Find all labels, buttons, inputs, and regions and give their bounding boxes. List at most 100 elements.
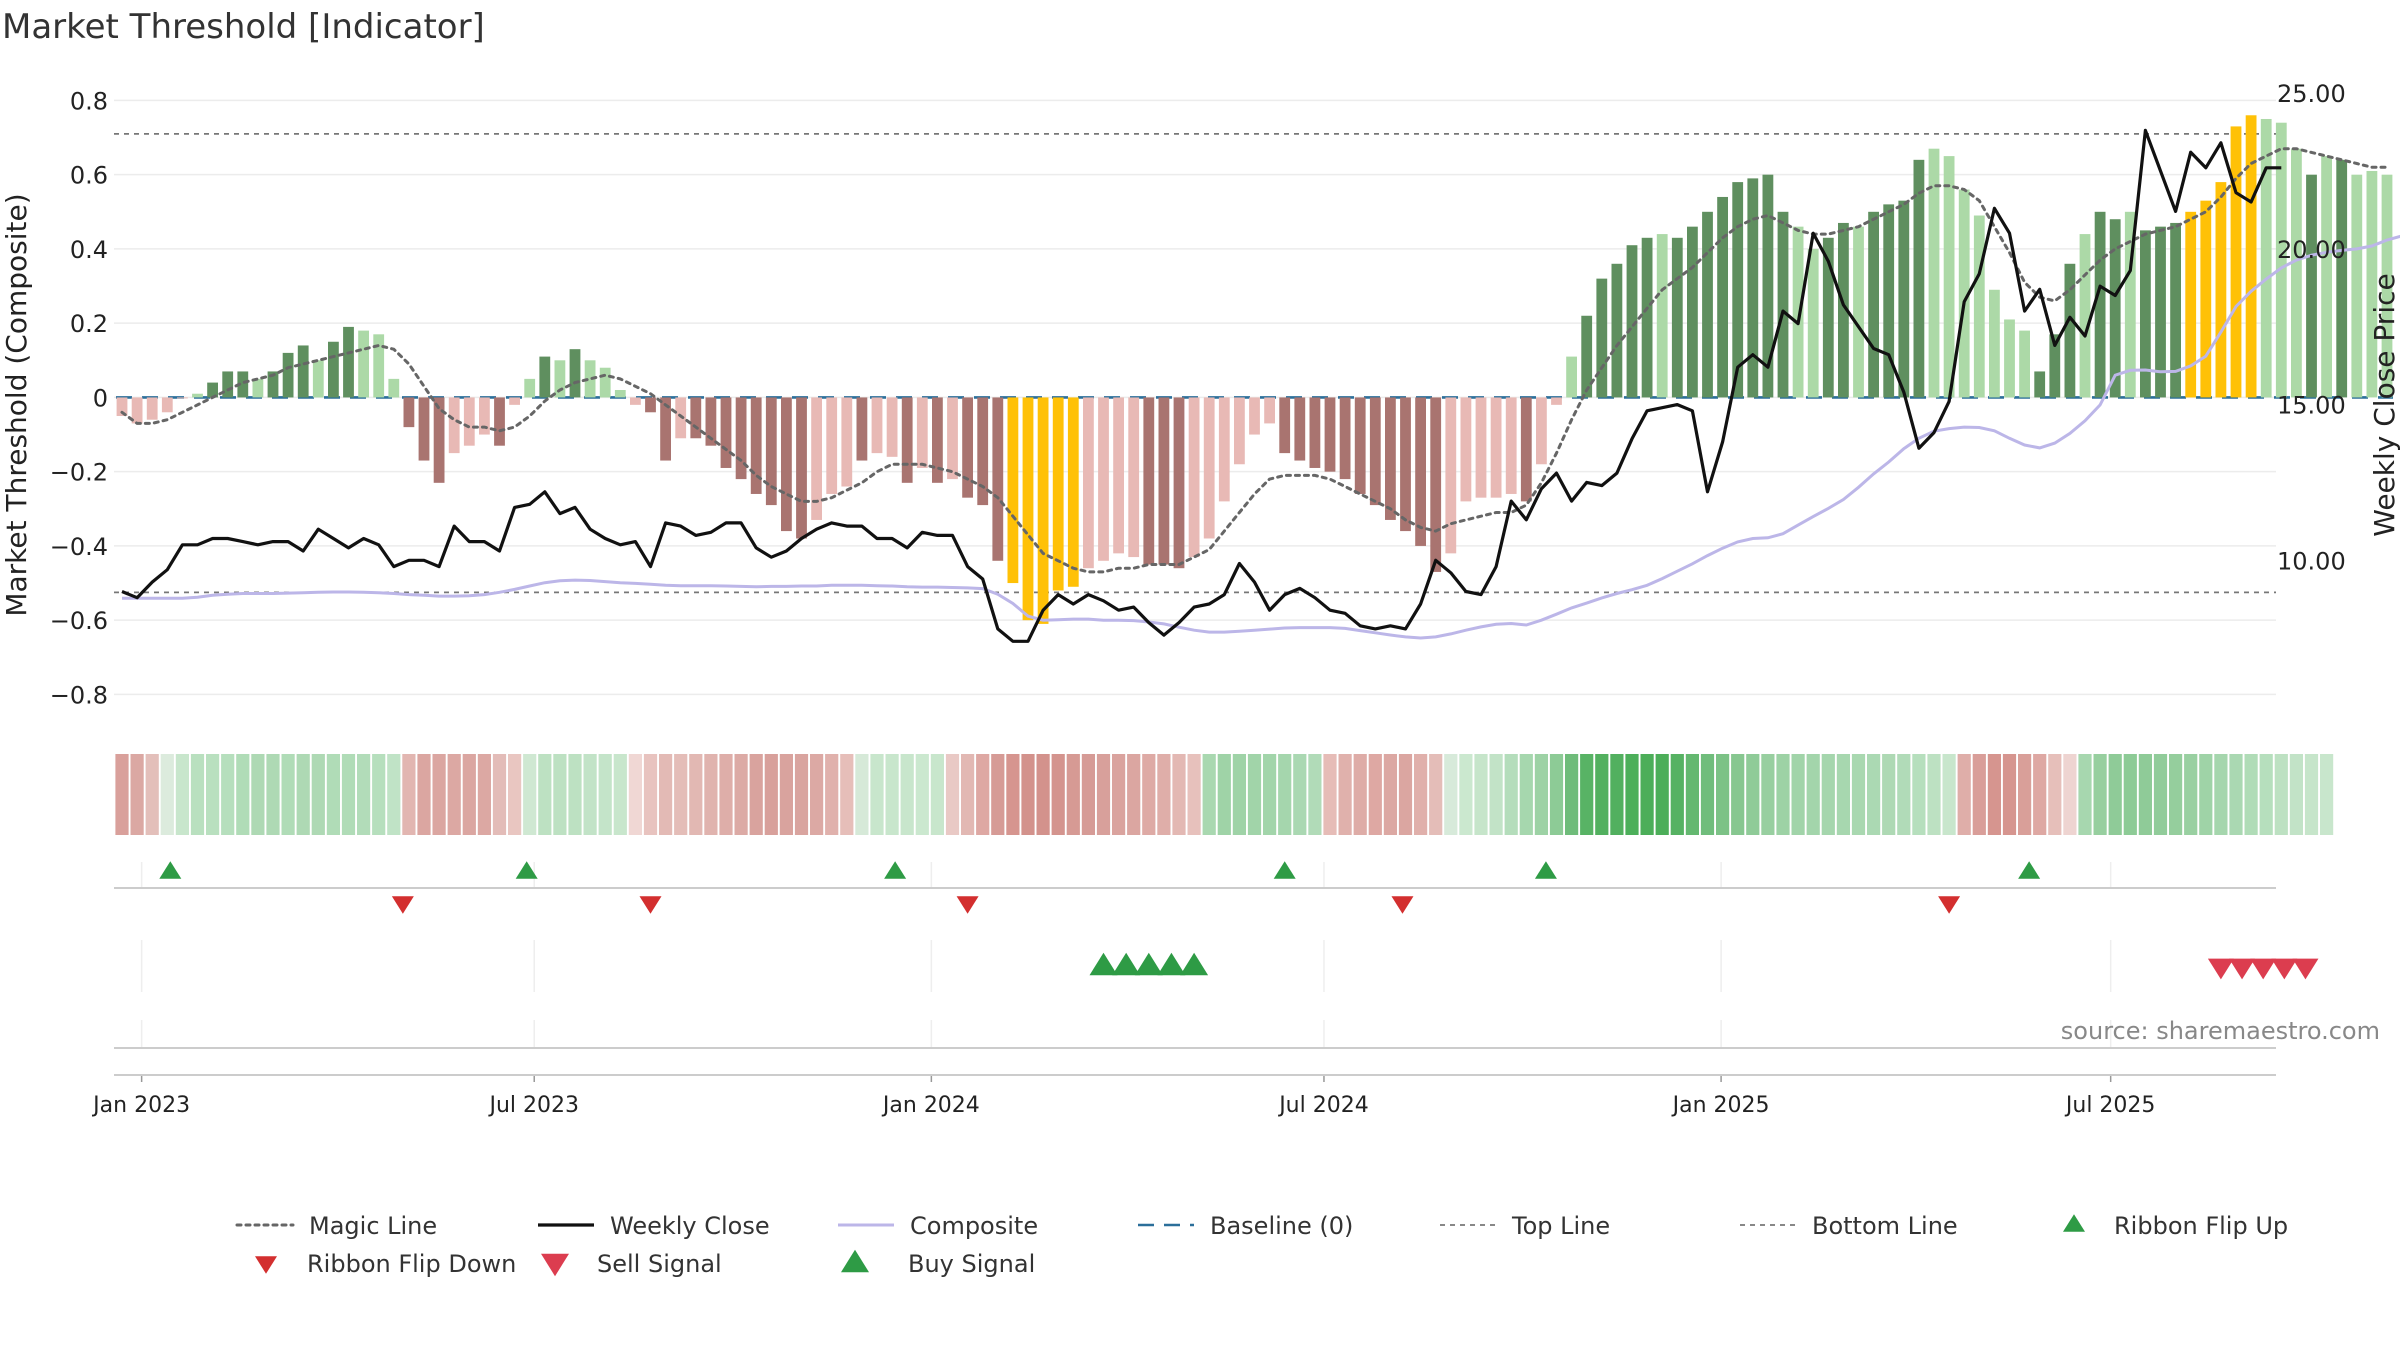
ribbon-flip-up-marker	[884, 861, 907, 879]
left-tick-label: 0	[93, 384, 108, 412]
x-tick-label: Jul 2025	[2064, 1093, 2156, 1118]
histogram-bar	[161, 397, 173, 413]
histogram-bar	[146, 397, 158, 420]
chart-title: Market Threshold [Indicator]	[2, 7, 485, 47]
buy-signal-marker	[1112, 952, 1141, 976]
sell-signal-marker	[2292, 958, 2319, 980]
sell-signal-marker	[2207, 958, 2234, 980]
histogram-bar	[1007, 397, 1019, 584]
ribbon-cell	[810, 754, 824, 835]
histogram-bar	[1566, 356, 1577, 398]
ribbon-cell	[1383, 754, 1397, 835]
ribbon-cell	[1942, 754, 1956, 835]
histogram-bar	[2381, 174, 2393, 398]
ribbon-cell	[523, 754, 537, 835]
ribbon-cell	[553, 754, 567, 835]
histogram-bar	[177, 397, 188, 399]
ribbon-cell	[1957, 754, 1971, 835]
ribbon-cell	[689, 754, 703, 835]
histogram-bar	[645, 397, 656, 413]
histogram-bar	[1083, 397, 1094, 569]
right-tick-label: 25.00	[2277, 80, 2346, 108]
ribbon-cell	[1912, 754, 1926, 835]
histogram-bar	[1218, 397, 1230, 502]
legend-item: Buy Signal	[841, 1249, 1035, 1278]
ribbon-cell	[1565, 754, 1579, 835]
histogram-bar	[811, 397, 822, 520]
ribbon-cell	[1066, 754, 1080, 835]
legend-label: Baseline (0)	[1210, 1212, 1353, 1240]
ribbon-cell	[583, 754, 597, 835]
histogram-bar	[494, 397, 505, 446]
histogram-bar	[660, 397, 671, 461]
ribbon-flip-up-marker	[1534, 861, 1557, 879]
legend-item: Ribbon Flip Up	[2063, 1212, 2288, 1240]
ribbon-cell	[1519, 754, 1533, 835]
left-tick-label: 0.4	[70, 236, 108, 264]
histogram-bars	[116, 115, 2393, 624]
ribbon-cell	[674, 754, 688, 835]
histogram-bar	[1732, 182, 1744, 398]
ribbon-cell	[115, 754, 129, 835]
ribbon-cell	[764, 754, 778, 835]
ribbon-cell	[961, 754, 975, 835]
ribbon-cell	[1323, 754, 1337, 835]
ribbon-cell	[462, 754, 476, 835]
ribbon-cell	[2259, 754, 2273, 835]
ribbon-cell	[2033, 754, 2047, 835]
ribbon-cell	[2093, 754, 2107, 835]
histogram-bar	[433, 397, 445, 483]
histogram-bar	[2351, 174, 2363, 398]
ribbon-cell	[402, 754, 416, 835]
histogram-bar	[2260, 118, 2272, 398]
histogram-bar	[1022, 397, 1034, 621]
histogram-bar	[2004, 319, 2015, 398]
histogram-bar	[871, 397, 883, 454]
ribbon-flip-down-marker	[391, 896, 414, 914]
ribbon-cell	[2229, 754, 2243, 835]
histogram-bar	[2200, 200, 2212, 398]
histogram-bar	[1626, 245, 1638, 398]
ribbon-cell	[2320, 754, 2334, 835]
histogram-bar	[2034, 371, 2046, 398]
histogram-bar	[252, 378, 264, 398]
ribbon-cell	[568, 754, 582, 835]
ribbon-cell	[885, 754, 899, 835]
ribbon-cell	[1308, 754, 1322, 835]
histogram-bar	[1475, 397, 1487, 498]
ribbon-cell	[160, 754, 174, 835]
histogram-bar	[418, 397, 430, 461]
histogram-bar	[1430, 397, 1442, 572]
ribbon-cell	[1580, 754, 1594, 835]
ribbon-cell	[326, 754, 340, 835]
histogram-bar	[2336, 159, 2348, 398]
ribbon-cell	[1806, 754, 1820, 835]
histogram-bar	[207, 382, 218, 398]
ribbon-cell	[870, 754, 884, 835]
ribbon-cell	[2078, 754, 2092, 835]
ribbon-cell	[221, 754, 235, 835]
histogram-bar	[479, 397, 490, 435]
histogram-bar	[2306, 174, 2317, 398]
x-tick-label: Jul 2023	[487, 1093, 579, 1118]
ribbon-cell	[236, 754, 250, 835]
ribbon-cell	[251, 754, 265, 835]
histogram-bar	[1777, 211, 1789, 398]
x-tick-label: Jan 2023	[91, 1093, 190, 1118]
signal-row	[1089, 952, 2319, 980]
ribbon-cell	[1398, 754, 1413, 835]
ribbon-cell	[1821, 754, 1835, 835]
ribbon-cell	[1927, 754, 1941, 835]
ribbon-cell	[1293, 754, 1307, 835]
legend-swatch-flip-down	[255, 1256, 277, 1274]
histogram-bar	[1641, 237, 1653, 398]
legend-label: Bottom Line	[1812, 1212, 1958, 1240]
sell-signal-marker	[2271, 958, 2298, 980]
histogram-bar	[2230, 126, 2242, 398]
histogram-bar	[2170, 222, 2181, 398]
ribbon-cell	[1836, 754, 1850, 835]
left-tick-label: −0.4	[50, 533, 108, 561]
histogram-bar	[886, 397, 898, 457]
ribbon-cell	[1051, 754, 1065, 835]
ribbon-cell	[508, 754, 522, 835]
